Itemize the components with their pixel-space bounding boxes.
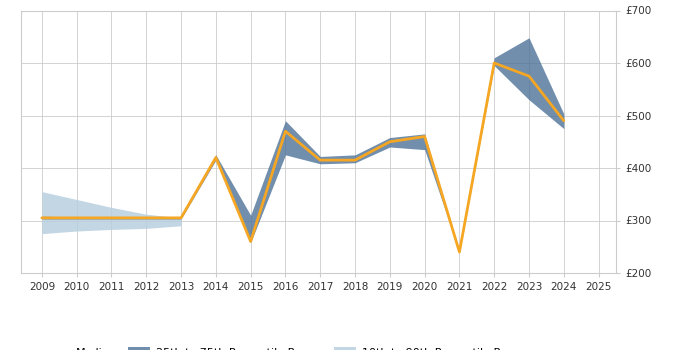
Legend: Median, 25th to 75th Percentile Range, 10th to 90th Percentile Range: Median, 25th to 75th Percentile Range, 1… — [44, 342, 533, 350]
